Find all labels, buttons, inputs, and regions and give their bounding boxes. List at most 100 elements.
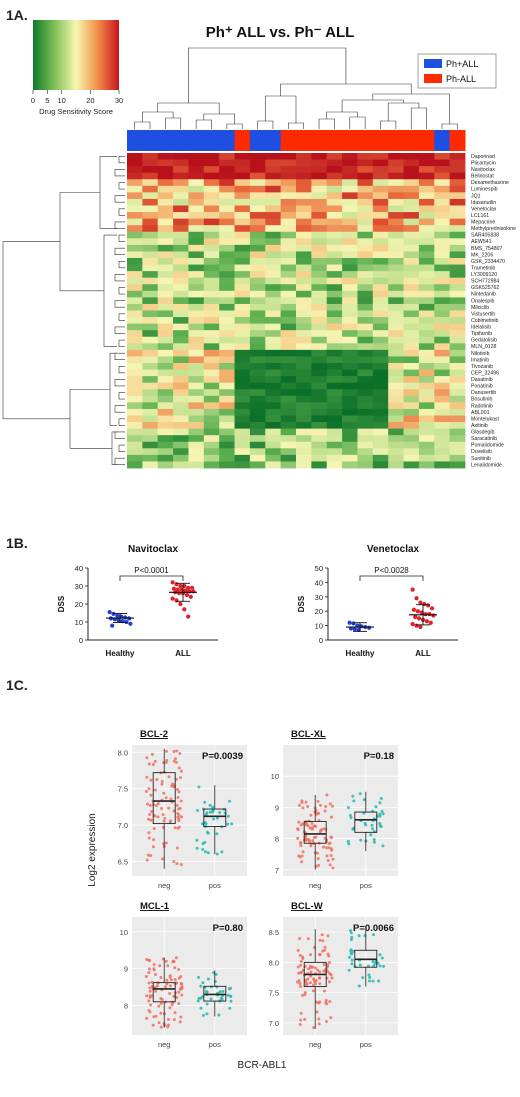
data-point xyxy=(218,990,222,994)
heatmap-cell xyxy=(342,218,358,226)
data-point xyxy=(174,760,178,764)
data-point xyxy=(328,863,332,867)
heatmap-cell xyxy=(342,363,358,370)
column-group-cell xyxy=(219,130,236,151)
data-point xyxy=(346,839,350,843)
heatmap-cell xyxy=(403,336,420,344)
dendrogram-link xyxy=(118,234,125,242)
dendrogram-link xyxy=(109,352,117,426)
row-label: Bosutinib xyxy=(471,397,492,403)
heatmap-cell xyxy=(388,356,404,364)
heatmap-cell xyxy=(357,271,374,279)
heatmap-cell xyxy=(249,179,266,187)
heatmap-cell xyxy=(142,238,159,246)
heatmap-cell xyxy=(418,179,435,187)
data-point xyxy=(177,968,181,972)
data-point xyxy=(322,845,326,849)
heatmap-cell xyxy=(203,363,220,370)
heatmap-cell xyxy=(234,303,251,311)
data-point xyxy=(311,989,315,993)
heatmap-cell xyxy=(157,317,174,325)
dendrogram-link xyxy=(318,118,335,129)
heatmap-cell xyxy=(127,218,143,226)
heatmap-cell xyxy=(372,284,389,292)
heatmap-cell xyxy=(249,166,266,174)
data-point xyxy=(413,614,418,620)
column-group-cell xyxy=(249,130,266,151)
heatmap-cell xyxy=(203,441,220,449)
heatmap-cell xyxy=(203,395,220,403)
heatmap-cell xyxy=(388,198,404,206)
heatmap-cell xyxy=(280,277,297,285)
heatmap-cell xyxy=(157,238,174,246)
data-point xyxy=(180,985,184,989)
heatmap-cell xyxy=(188,395,205,403)
data-point xyxy=(348,955,352,959)
data-point xyxy=(298,936,302,940)
heatmap-cell xyxy=(173,454,189,462)
heatmap-cell xyxy=(296,441,312,449)
heatmap-cell xyxy=(142,395,159,403)
data-point xyxy=(145,775,149,779)
heatmap-cell xyxy=(296,336,312,344)
data-point xyxy=(177,990,181,994)
heatmap-cell xyxy=(296,231,312,239)
heatmap-cell xyxy=(434,461,451,469)
heatmap-cell xyxy=(326,382,343,390)
data-point xyxy=(316,968,320,972)
heatmap-cell xyxy=(203,198,220,206)
legend-label-ph-pos: Ph+ALL xyxy=(446,59,478,69)
heatmap-cell xyxy=(219,356,235,364)
heatmap-cell xyxy=(127,290,143,298)
heatmap-cell xyxy=(265,198,282,206)
data-point xyxy=(316,811,320,815)
heatmap-cell xyxy=(265,244,282,252)
heatmap-cell xyxy=(127,336,143,344)
heatmap-cell xyxy=(342,454,358,462)
heatmap-row-labels: DaporinadPlicamycinNavitoclaxBelinostatD… xyxy=(471,154,516,468)
dendrogram-link xyxy=(114,431,125,439)
heatmap-cell xyxy=(418,395,435,403)
heatmap-cell xyxy=(157,218,174,226)
heatmap-cell xyxy=(342,166,358,174)
x-tick-label: ALL xyxy=(415,649,431,658)
heatmap-cell xyxy=(142,310,159,318)
data-point xyxy=(168,984,172,988)
data-point xyxy=(315,1010,319,1014)
heatmap-cell xyxy=(280,343,297,351)
heatmap-cell xyxy=(157,356,174,364)
data-point xyxy=(206,977,210,981)
heatmap-cell xyxy=(388,461,404,469)
data-point xyxy=(296,827,300,831)
heatmap-cell xyxy=(418,363,435,370)
heatmap-cell xyxy=(249,271,266,279)
heatmap-cell xyxy=(265,212,282,220)
data-point xyxy=(145,957,149,961)
heatmap-cell xyxy=(142,192,159,200)
heatmap-cell xyxy=(219,212,235,220)
heatmap-cell xyxy=(127,153,143,160)
heatmap-cell xyxy=(265,343,282,351)
heatmap-cell xyxy=(219,389,235,397)
heatmap-cell xyxy=(234,212,251,220)
heatmap-cell xyxy=(372,225,389,233)
heatmap-cell xyxy=(296,277,312,285)
heatmap-cell xyxy=(173,317,189,325)
data-point xyxy=(154,989,158,993)
heatmap-cell xyxy=(326,389,343,397)
heatmap-cell xyxy=(311,225,328,233)
heatmap-cell xyxy=(219,192,235,200)
heatmap-cell xyxy=(157,225,174,233)
data-point xyxy=(418,624,423,630)
row-label: SAR405838 xyxy=(471,233,499,239)
x-tick-label: neg xyxy=(158,1040,171,1049)
heatmap-cell xyxy=(342,290,358,298)
data-point xyxy=(380,956,384,960)
heatmap-cell xyxy=(372,310,389,318)
heatmap-cell xyxy=(296,415,312,423)
data-point xyxy=(306,937,310,941)
data-point xyxy=(124,619,129,625)
heatmap-cell xyxy=(296,251,312,259)
y-tick-label: 9 xyxy=(275,803,279,812)
heatmap-cell xyxy=(188,251,205,259)
